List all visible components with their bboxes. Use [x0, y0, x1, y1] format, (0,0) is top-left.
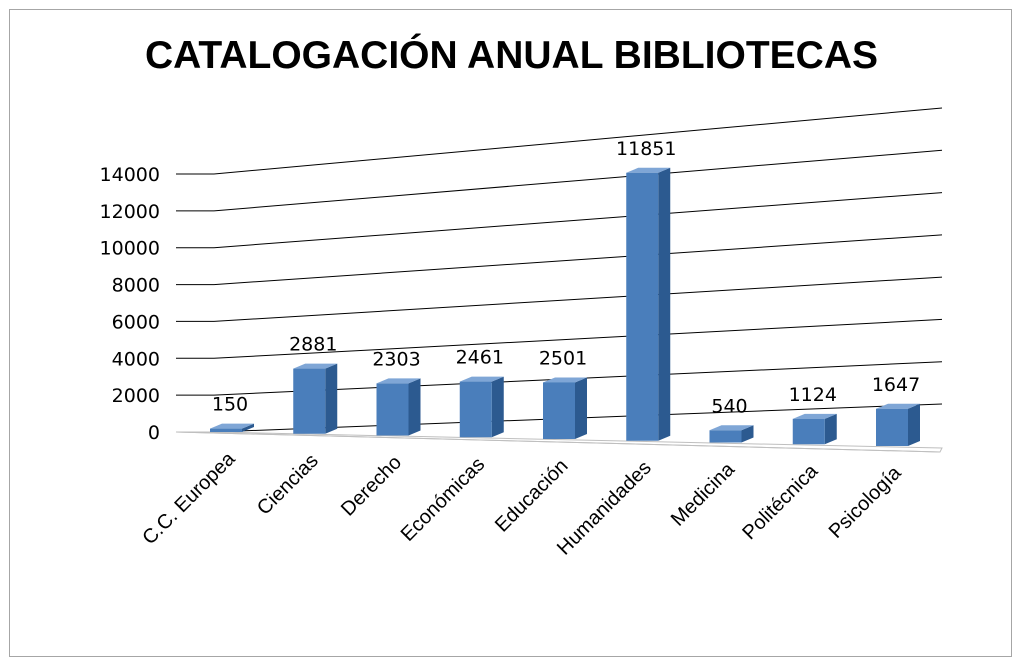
- gridline-5: [213, 192, 943, 249]
- bar-top-4: [543, 377, 587, 383]
- data-label-0: 150: [212, 394, 248, 416]
- y-tick-label-1: 2000: [112, 385, 160, 407]
- gridline-6: [213, 149, 943, 212]
- bar-side-8: [908, 403, 920, 446]
- x-tick-label-0: C.C. Europea: [138, 447, 240, 549]
- bar-5: [626, 172, 659, 441]
- bar-2: [376, 383, 409, 436]
- floor-front-edge: [175, 431, 941, 453]
- data-label-8: 1647: [872, 374, 920, 396]
- bar-6: [709, 430, 742, 443]
- bar-3: [459, 381, 492, 438]
- y-tick-label-3: 6000: [112, 311, 160, 333]
- x-tick-label-8: Psicología: [825, 461, 906, 542]
- y-tick-label-6: 12000: [100, 201, 160, 223]
- data-label-2: 2303: [372, 348, 420, 370]
- bar-side-7: [824, 413, 837, 445]
- y-tick-label-5: 10000: [100, 238, 160, 260]
- bar-1: [293, 368, 326, 434]
- y-tick-label-0: 0: [148, 422, 160, 444]
- bar-8: [876, 408, 908, 446]
- bar-top-7: [792, 413, 837, 419]
- bar-top-1: [293, 363, 338, 369]
- bar-side-5: [658, 167, 671, 441]
- x-tick-label-7: Politécnica: [738, 460, 823, 545]
- x-tick-label-6: Medicina: [667, 458, 740, 531]
- data-label-6: 540: [711, 395, 747, 417]
- bar-side-4: [575, 377, 587, 439]
- x-tick-label-4: Educación: [491, 455, 573, 537]
- bar-top-8: [876, 403, 920, 409]
- bar-side-3: [491, 376, 504, 438]
- data-label-5: 11851: [616, 138, 676, 160]
- bar-top-5: [626, 167, 671, 173]
- y-tick-label-2: 4000: [112, 348, 160, 370]
- bar-side-0: [242, 423, 254, 432]
- gridline-4: [213, 234, 943, 286]
- bar-side-1: [325, 363, 338, 434]
- data-label-7: 1124: [789, 384, 837, 406]
- bar-side-6: [741, 425, 754, 443]
- bar-7: [792, 418, 825, 445]
- x-tick-label-1: Ciencias: [253, 450, 323, 520]
- bar-top-6: [709, 425, 754, 431]
- bar-top-3: [459, 376, 504, 382]
- bar-side-2: [408, 378, 421, 436]
- x-tick-label-2: Derecho: [337, 451, 406, 520]
- gridline-3: [213, 276, 943, 322]
- bar-0: [210, 428, 242, 432]
- gridline-7: [213, 107, 943, 175]
- bar-4: [543, 382, 575, 439]
- data-label-3: 2461: [456, 347, 504, 369]
- chart-title: CATALOGACIÓN ANUAL BIBLIOTECAS: [144, 34, 879, 77]
- data-label-4: 2501: [539, 347, 587, 369]
- data-label-1: 2881: [289, 334, 337, 356]
- y-tick-label-4: 8000: [112, 275, 160, 297]
- x-tick-label-3: Económicas: [397, 453, 490, 546]
- y-tick-label-7: 14000: [100, 164, 160, 186]
- bar-top-0: [210, 423, 254, 429]
- gridline-2: [213, 318, 943, 359]
- bar-top-2: [376, 378, 421, 384]
